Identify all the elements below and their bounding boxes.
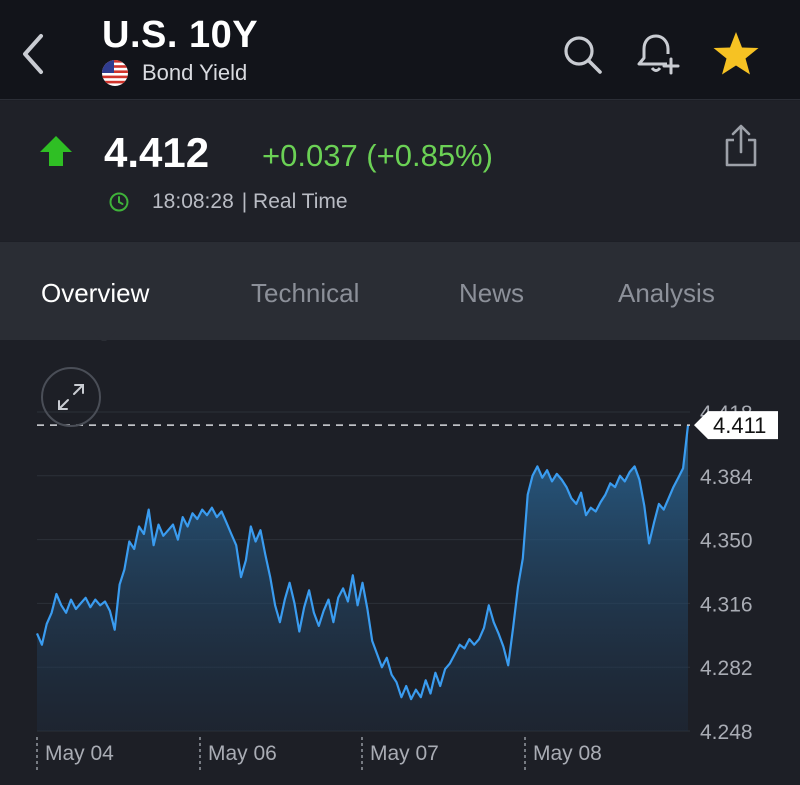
instrument-type-label: Bond Yield [142,60,248,85]
chevron-left-icon [23,34,43,74]
share-button[interactable] [718,122,764,170]
instrument-title-block: U.S. 10Y Bond Yield [102,12,258,86]
tab-analysis[interactable]: Analysis [618,278,715,308]
quote-panel [0,101,800,241]
y-tick-label: 4.282 [700,657,753,680]
tab-overview[interactable]: Overview [41,278,150,308]
clock-icon [108,191,130,213]
x-tick-label: May 08 [533,742,602,765]
price-line [35,424,690,701]
expand-icon [58,384,84,410]
instrument-title: U.S. 10Y [102,14,259,56]
instrument-subtitle: Bond Yield [102,60,258,86]
arrow-up-icon [40,136,72,171]
quote-time: 18:08:28 [152,190,234,213]
price-change: +0.037 (+0.85%) [262,138,493,173]
tab-news[interactable]: News [459,278,525,308]
quote-time-row: 18:08:28 | Real Time [108,190,348,214]
current-value-label: 4.411 [713,413,766,438]
favorite-button[interactable] [710,28,762,80]
add-alert-button[interactable] [632,28,684,80]
share-icon [725,124,757,167]
active-tab-indicator [92,330,116,348]
y-tick-label: 4.350 [700,530,753,553]
price-area-fill [37,425,688,731]
y-tick-label: 4.384 [700,466,753,489]
back-button[interactable] [10,28,54,80]
current-value-tag [694,411,778,440]
y-tick-label: 4.316 [700,593,753,616]
search-button[interactable] [556,28,608,80]
last-price: 4.412 [104,129,210,176]
x-tick-label: May 04 [45,742,114,765]
bell-plus-icon [637,34,680,75]
y-tick-label: 4.248 [700,721,753,744]
star-icon [713,32,759,75]
expand-chart-button[interactable] [41,367,101,427]
x-tick-label: May 07 [370,742,439,765]
x-tick-label: May 06 [208,742,277,765]
tab-technical[interactable]: Technical [251,278,360,308]
search-icon [564,36,602,74]
us-flag-icon [102,60,128,86]
real-time-label: | Real Time [241,190,348,213]
section-tabs [0,242,800,340]
